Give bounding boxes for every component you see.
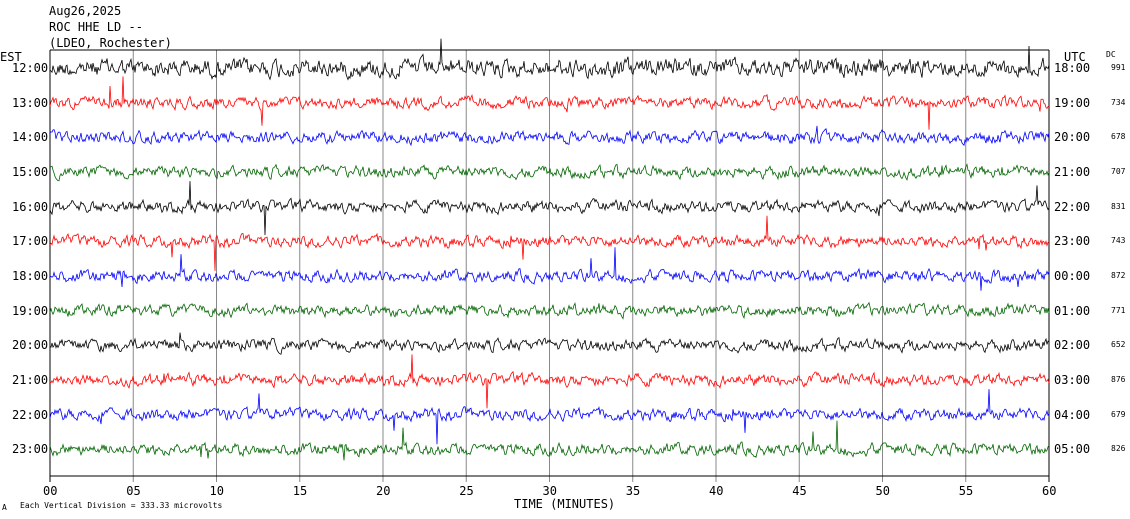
trace-1500 xyxy=(49,163,1050,182)
utc-label: 02:00 xyxy=(1054,338,1091,353)
utc-label: 04:00 xyxy=(1054,407,1091,422)
utc-label: 00:00 xyxy=(1054,269,1091,283)
est-label: 16:00 xyxy=(12,199,49,214)
est-label: 22:00 xyxy=(12,407,49,422)
dc-value: 743 xyxy=(1111,236,1126,246)
trace-1700 xyxy=(49,215,1050,271)
dc-value: 876 xyxy=(1111,375,1126,384)
trace-1800 xyxy=(49,247,1050,291)
header-date: Aug26,2025 xyxy=(49,4,122,18)
utc-label: 20:00 xyxy=(1054,130,1091,145)
dc-value: 707 xyxy=(1111,167,1126,176)
trace-1600 xyxy=(49,181,1050,236)
est-label: 19:00 xyxy=(12,303,49,318)
est-label: 12:00 xyxy=(12,61,49,75)
est-label: 13:00 xyxy=(12,95,49,110)
scale-note: Each Vertical Division = 333.33 microvol… xyxy=(20,501,223,510)
x-tick-label: 55 xyxy=(958,484,974,498)
est-label: 14:00 xyxy=(12,130,49,145)
trace-2200 xyxy=(49,389,1050,445)
x-tick-label: 40 xyxy=(709,484,724,498)
est-label: 21:00 xyxy=(12,373,49,387)
dc-value: 872 xyxy=(1111,271,1126,280)
dc-value: 771 xyxy=(1111,305,1126,315)
dc-title: DC xyxy=(1106,50,1116,59)
utc-label: 01:00 xyxy=(1054,303,1091,318)
trace-1400 xyxy=(49,125,1050,147)
utc-label: 19:00 xyxy=(1054,95,1091,110)
trace-2300 xyxy=(49,420,1050,461)
est-axis-title: EST xyxy=(0,50,22,64)
utc-label: 22:00 xyxy=(1054,199,1091,214)
trace-2000 xyxy=(49,332,1050,355)
trace-1200 xyxy=(49,38,1050,81)
header-network: (LDEO, Rochester) xyxy=(49,36,172,50)
dc-value: 826 xyxy=(1111,444,1126,454)
est-label: 18:00 xyxy=(12,269,49,283)
x-tick-label: 35 xyxy=(625,484,641,498)
x-tick-label: 30 xyxy=(542,484,557,498)
dc-value: 831 xyxy=(1111,201,1126,211)
x-tick-label: 05 xyxy=(126,484,141,498)
utc-label: 18:00 xyxy=(1054,61,1091,75)
trace-2100 xyxy=(49,354,1050,409)
x-tick-label: 50 xyxy=(875,484,890,498)
dc-value: 734 xyxy=(1111,97,1126,107)
est-label: 17:00 xyxy=(12,234,49,249)
x-tick-label: 25 xyxy=(459,484,474,498)
x-tick-label: 20 xyxy=(376,484,391,498)
trace-1300 xyxy=(49,76,1050,130)
dc-value: 652 xyxy=(1111,340,1126,350)
x-tick-label: 60 xyxy=(1042,484,1057,498)
x-tick-label: 10 xyxy=(209,484,224,498)
utc-label: 23:00 xyxy=(1054,234,1091,249)
utc-label: 05:00 xyxy=(1054,442,1091,457)
x-tick-label: 45 xyxy=(792,484,807,498)
dc-value: 678 xyxy=(1111,132,1126,142)
trace-1900 xyxy=(49,301,1050,320)
est-label: 23:00 xyxy=(12,442,49,457)
dc-value: 991 xyxy=(1111,63,1126,72)
header-station: ROC HHE LD -- xyxy=(49,20,143,34)
x-axis-title: TIME (MINUTES) xyxy=(514,497,616,511)
grid-lines xyxy=(49,50,1050,482)
dc-value: 679 xyxy=(1111,409,1126,419)
utc-label: 21:00 xyxy=(1054,165,1091,179)
corner-glyph: A xyxy=(2,503,7,512)
seismic-traces xyxy=(49,38,1050,461)
utc-label: 03:00 xyxy=(1054,373,1091,387)
est-label: 20:00 xyxy=(12,338,49,353)
x-tick-label: 15 xyxy=(292,484,308,498)
x-tick-label: 00 xyxy=(43,484,58,498)
utc-axis-title: UTC xyxy=(1064,50,1086,64)
est-label: 15:00 xyxy=(12,165,49,179)
